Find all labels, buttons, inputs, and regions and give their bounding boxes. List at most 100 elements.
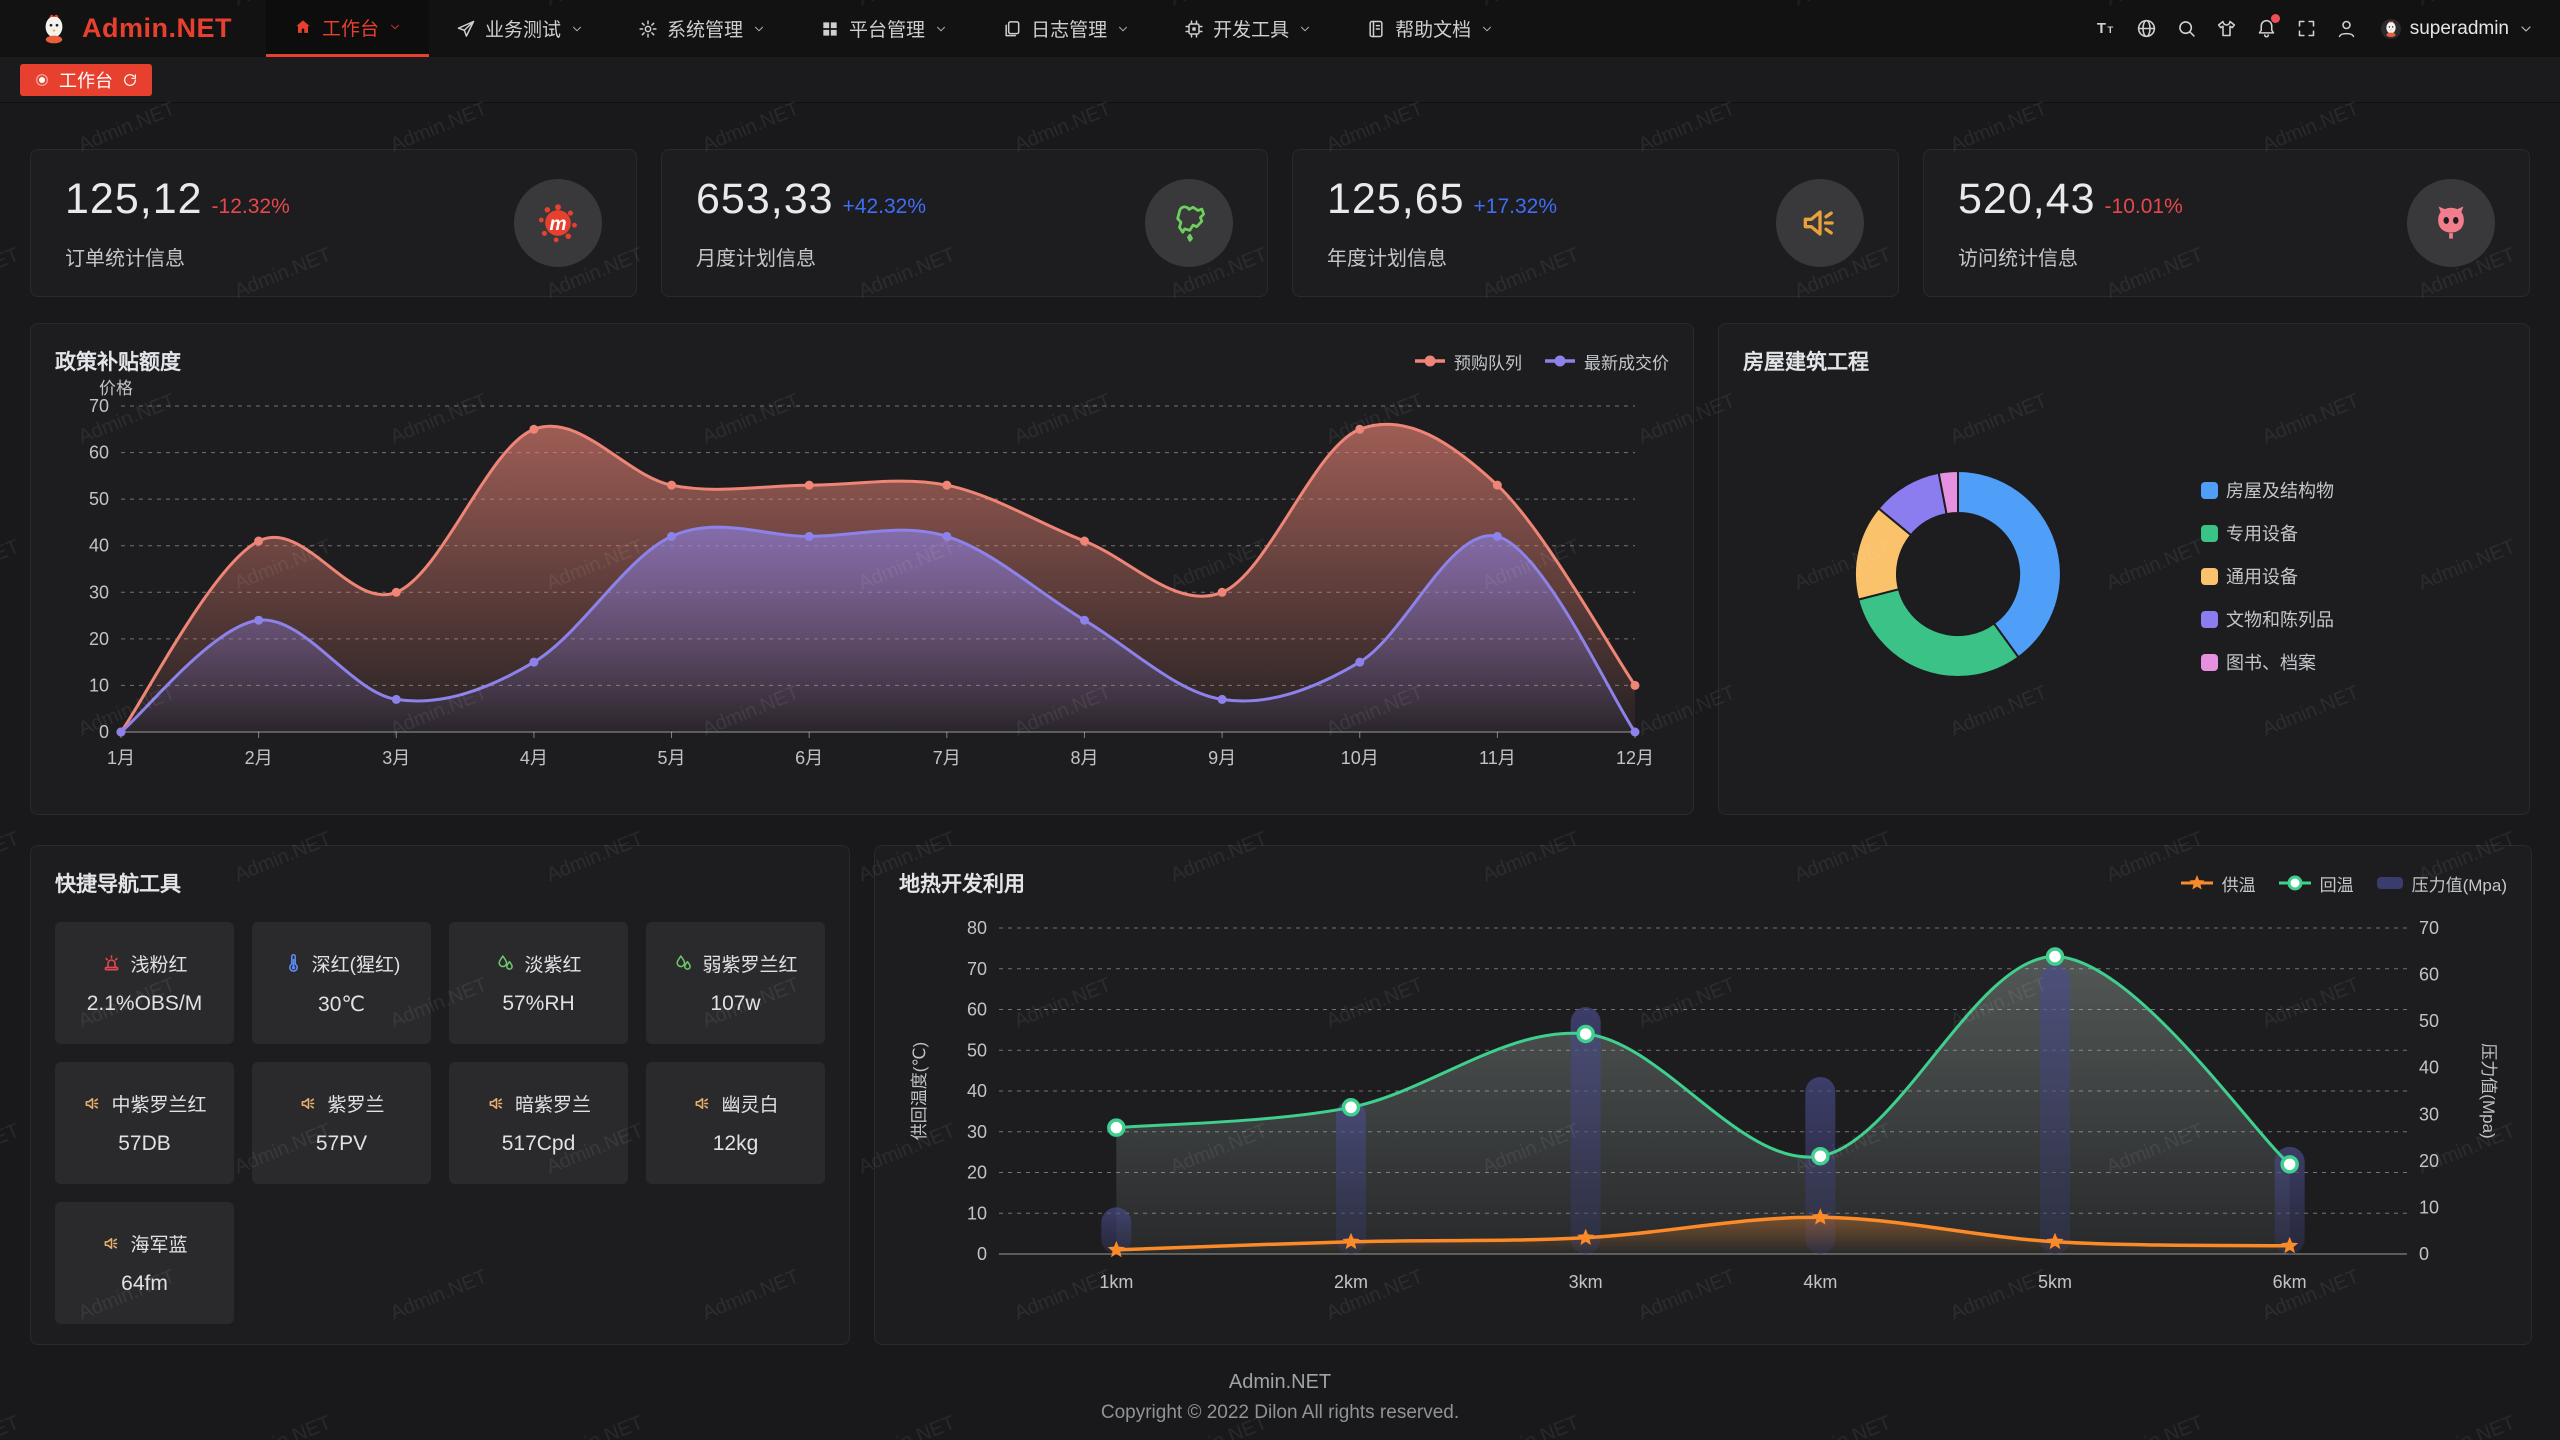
tab-label: 工作台 — [59, 70, 113, 91]
donut-legend-item-4[interactable]: 文物和陈列品 — [2201, 606, 2334, 632]
stat-value: 653,33 — [696, 175, 834, 223]
svg-text:T: T — [2108, 25, 2114, 36]
home-icon — [293, 17, 313, 37]
donut-legend-item-1[interactable]: 房屋及结构物 — [2201, 477, 2334, 503]
profile-icon[interactable] — [2327, 0, 2367, 57]
language-icon[interactable] — [2127, 0, 2167, 57]
quicknav-name: 幽灵白 — [721, 1095, 779, 1116]
legend-item-2[interactable]: 最新成交价 — [1544, 349, 1669, 374]
menu-item-2[interactable]: 业务测试 — [429, 0, 611, 57]
donut-legend-item-3[interactable]: 通用设备 — [2201, 563, 2334, 589]
tab-bar: 工作台 — [0, 57, 2560, 103]
donut-legend-item-2[interactable]: 专用设备 — [2201, 520, 2334, 546]
menu-item-6[interactable]: 开发工具 — [1157, 0, 1339, 57]
app-logo[interactable]: Admin.NET — [0, 0, 266, 57]
svg-text:80: 80 — [967, 918, 987, 938]
legend-label: 房屋及结构物 — [2226, 481, 2334, 501]
svg-text:20: 20 — [89, 629, 109, 649]
quicknav-card-4[interactable]: 弱紫罗兰红 107w — [646, 922, 825, 1044]
legend-label: 最新成交价 — [1584, 353, 1669, 373]
legend-swatch — [2201, 481, 2218, 499]
legend-label: 通用设备 — [2226, 567, 2298, 587]
stat-delta: +17.32% — [1473, 195, 1558, 218]
geo-legend-item-2[interactable]: 回温 — [2278, 871, 2354, 896]
tab-workbench[interactable]: 工作台 — [20, 63, 152, 96]
svg-text:7月: 7月 — [933, 748, 961, 768]
octocat-icon — [2429, 201, 2473, 245]
stat-icon-circle — [2407, 179, 2495, 267]
speaker-icon — [1798, 201, 1842, 245]
menu-item-1[interactable]: 工作台 — [266, 0, 430, 57]
main-menu: 工作台 业务测试 系统管理 平台管理 日志管理 开发工具 帮助文档 — [266, 0, 1521, 57]
theme-icon[interactable] — [2207, 0, 2247, 57]
menu-item-3[interactable]: 系统管理 — [611, 0, 793, 57]
menu-label: 日志管理 — [1031, 20, 1108, 41]
svg-text:10: 10 — [2419, 1197, 2439, 1217]
quicknav-card-9[interactable]: 海军蓝 64fm — [55, 1202, 234, 1324]
quicknav-card-3[interactable]: 淡紫红 57%RH — [449, 922, 628, 1044]
svg-text:6月: 6月 — [795, 748, 823, 768]
svg-text:10: 10 — [967, 1203, 987, 1223]
quicknav-value: 30℃ — [318, 992, 365, 1016]
svg-text:2月: 2月 — [245, 748, 273, 768]
chevron-down-icon — [934, 22, 948, 36]
svg-text:0: 0 — [99, 722, 109, 742]
cpu-icon — [1184, 19, 1204, 39]
panel-housing: 房屋建筑工程 房屋及结构物 专用设备 通用设备 文物和陈列品 图书、档案 — [1718, 323, 2530, 815]
quicknav-name: 弱紫罗兰红 — [702, 955, 798, 976]
legend-marker — [1545, 355, 1575, 367]
svg-text:0: 0 — [2419, 1244, 2429, 1264]
geo-legend-item-1[interactable]: 供温 — [2180, 871, 2256, 896]
quicknav-card-7[interactable]: 暗紫罗兰 517Cpd — [449, 1062, 628, 1184]
menu-item-5[interactable]: 日志管理 — [975, 0, 1157, 57]
refresh-icon[interactable] — [122, 72, 138, 88]
quicknav-value: 57%RH — [502, 992, 575, 1015]
svg-text:9月: 9月 — [1208, 748, 1236, 768]
donut-legend-item-5[interactable]: 图书、档案 — [2201, 649, 2334, 675]
menu-item-7[interactable]: 帮助文档 — [1339, 0, 1521, 57]
china-map-icon — [1167, 201, 1211, 245]
quicknav-value: 64fm — [121, 1272, 168, 1295]
svg-text:价格: 价格 — [99, 379, 133, 398]
svg-text:3月: 3月 — [382, 748, 410, 768]
quicknav-value: 107w — [710, 992, 761, 1015]
notification-icon[interactable] — [2247, 0, 2287, 57]
search-icon[interactable] — [2167, 0, 2207, 57]
rooster-logo-icon — [36, 11, 72, 47]
panel-quicknav: 快捷导航工具 浅粉红 2.1%OBS/M 深红(猩红) 30℃ 淡紫红 57%RH 弱… — [30, 845, 850, 1345]
legend-label: 压力值(Mpa) — [2411, 875, 2507, 895]
panel-title-policy-subsidy: 政策补贴额度 — [55, 351, 181, 374]
policy-subsidy-chart: 0 10 20 30 40 50 60 70 价格 1月 2月 3月 4月 5月 6月 7月 8月 9月 10月 11… — [55, 376, 1669, 781]
volume-icon — [298, 1093, 319, 1114]
user-menu[interactable]: superadmin — [2380, 18, 2534, 40]
quicknav-card-2[interactable]: 深红(猩红) 30℃ — [252, 922, 431, 1044]
bottom-row: 快捷导航工具 浅粉红 2.1%OBS/M 深红(猩红) 30℃ 淡紫红 57%RH 弱… — [30, 845, 2532, 1345]
menu-label: 工作台 — [322, 18, 380, 40]
legend-label: 回温 — [2319, 875, 2354, 895]
legend-swatch — [2201, 567, 2218, 585]
quicknav-card-5[interactable]: 中紫罗兰红 57DB — [55, 1062, 234, 1184]
stat-card-1: 125,12 -12.32% 订单统计信息 m — [30, 149, 637, 297]
svg-text:供回温度(℃): 供回温度(℃) — [910, 1042, 929, 1140]
quicknav-card-8[interactable]: 幽灵白 12kg — [646, 1062, 825, 1184]
legend-item-1[interactable]: 预购队列 — [1414, 349, 1522, 374]
menu-item-4[interactable]: 平台管理 — [793, 0, 975, 57]
volume-icon — [101, 1233, 122, 1254]
legend-label: 文物和陈列品 — [2226, 610, 2334, 630]
legend-label: 供温 — [2221, 875, 2256, 895]
fullscreen-icon[interactable] — [2287, 0, 2327, 57]
svg-text:70: 70 — [2419, 918, 2439, 938]
policy-subsidy-legend: 预购队列 最新成交价 — [1414, 349, 1669, 374]
svg-text:70: 70 — [89, 396, 109, 416]
charts-row: 政策补贴额度 预购队列 最新成交价 0 10 20 30 40 50 60 70 价格 1月 2月 3月… — [30, 323, 2530, 815]
gear-icon — [638, 19, 658, 39]
quicknav-card-6[interactable]: 紫罗兰 57PV — [252, 1062, 431, 1184]
legend-marker — [2180, 875, 2213, 890]
stat-value: 125,65 — [1327, 175, 1465, 223]
quicknav-card-1[interactable]: 浅粉红 2.1%OBS/M — [55, 922, 234, 1044]
geothermal-legend: 供温 回温 压力值(Mpa) — [2180, 871, 2507, 896]
geo-legend-item-3[interactable]: 压力值(Mpa) — [2376, 871, 2507, 896]
